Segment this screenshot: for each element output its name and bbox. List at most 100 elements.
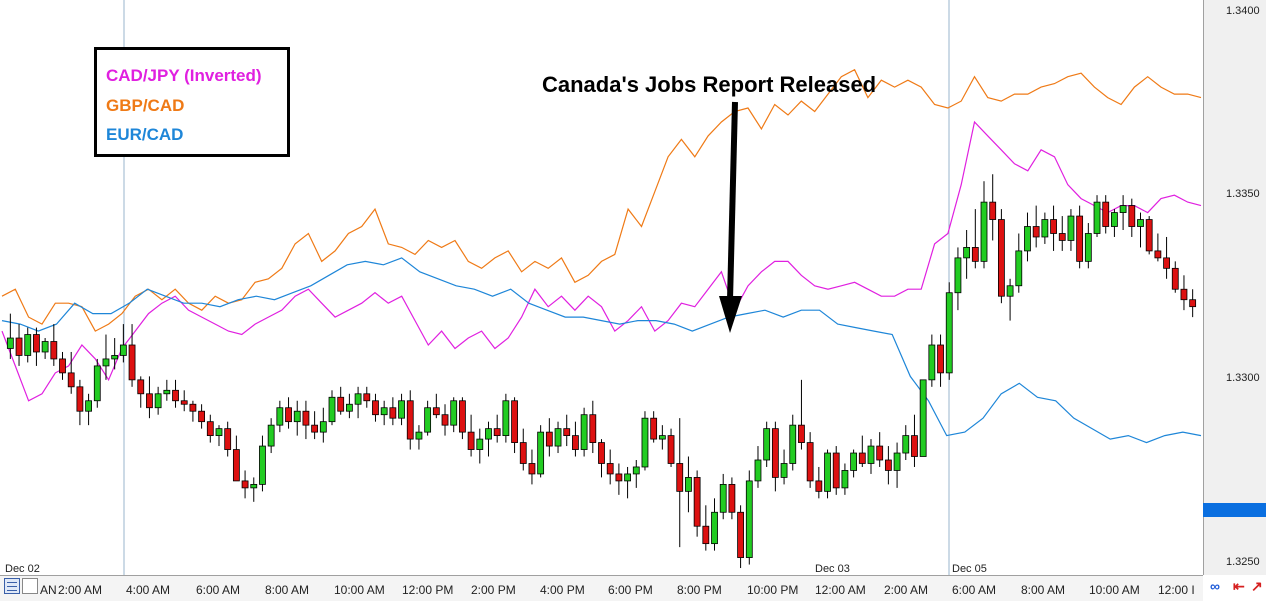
candle	[1163, 236, 1170, 279]
candle	[954, 247, 962, 311]
candle-body	[937, 344, 944, 374]
candle	[685, 456, 692, 513]
candle-body	[232, 449, 240, 482]
series-lines	[1, 68, 1202, 444]
price-axis[interactable]	[1203, 0, 1266, 575]
candle	[259, 435, 266, 492]
candle	[1128, 198, 1136, 237]
candle-body	[1024, 226, 1031, 252]
candle	[902, 425, 910, 460]
candle-body	[667, 435, 675, 464]
x-tick: 2:00 AM	[58, 583, 103, 597]
candle	[798, 379, 805, 450]
legend-gbpcad: GBP/CAD	[106, 96, 185, 115]
candle	[311, 411, 319, 440]
candle-body	[719, 483, 727, 513]
link-icon[interactable]: ∞	[1210, 578, 1220, 594]
x-tick: 6:00 PM	[608, 583, 653, 597]
candle	[641, 411, 649, 471]
candle	[128, 324, 136, 387]
candle	[563, 414, 571, 447]
candle	[606, 449, 614, 485]
page-icon[interactable]	[22, 578, 38, 594]
candle	[1102, 195, 1110, 234]
candle	[180, 390, 188, 412]
candle-body	[763, 428, 771, 461]
candle	[459, 397, 466, 440]
candle	[1180, 275, 1188, 311]
candle	[1111, 209, 1118, 237]
candle	[415, 425, 423, 450]
candle-body	[163, 389, 171, 395]
candle-body	[424, 407, 432, 433]
candle	[33, 327, 40, 366]
candlesticks	[6, 174, 1197, 569]
candle-body	[1119, 205, 1127, 213]
candle	[424, 400, 432, 436]
x-tick: 2:00 AM	[884, 583, 929, 597]
candle	[537, 425, 545, 478]
candle	[876, 432, 884, 467]
candle-body	[215, 428, 223, 437]
candle-body	[963, 247, 971, 259]
back-to-start-icon[interactable]: ⇤	[1233, 578, 1245, 594]
x-tick: 10:00 PM	[747, 583, 799, 597]
candle	[232, 435, 240, 482]
candle	[119, 324, 127, 363]
candle-body	[1180, 288, 1188, 301]
candle	[146, 376, 153, 419]
candle-body	[459, 400, 466, 433]
candle	[102, 334, 110, 380]
candle-body	[180, 400, 188, 405]
y-tick: 1.3300	[1226, 372, 1260, 384]
candle-body	[1163, 257, 1170, 269]
x-tick: 4:00 AM	[126, 583, 171, 597]
candle-body	[832, 452, 840, 489]
time-axis[interactable]	[0, 575, 1203, 601]
candle-body	[450, 400, 458, 426]
candle-body	[389, 407, 397, 419]
candle	[911, 414, 918, 467]
candle-body	[354, 393, 362, 405]
arrow-head	[719, 296, 742, 333]
candle-body	[1032, 226, 1040, 238]
candle-body	[563, 428, 571, 437]
candle	[1041, 212, 1049, 244]
candle-body	[1102, 201, 1110, 227]
candle	[1076, 205, 1084, 269]
candle-body	[432, 407, 440, 416]
candle	[1084, 223, 1092, 269]
candle	[285, 397, 292, 429]
candle-body	[1058, 233, 1066, 241]
candle	[1015, 233, 1023, 293]
y-tick: 1.3400	[1226, 5, 1260, 17]
candle-body	[545, 431, 553, 447]
candle-body	[59, 358, 66, 374]
candle	[589, 400, 597, 454]
scroll-right-icon[interactable]: ↗	[1251, 578, 1263, 594]
candle-body	[1189, 299, 1197, 308]
candle-body	[328, 396, 336, 423]
candle-body	[363, 393, 371, 402]
candle-body	[911, 435, 918, 457]
candle-body	[1128, 205, 1136, 227]
candle	[1024, 212, 1031, 262]
candle-body	[1006, 285, 1014, 297]
candle	[841, 463, 849, 495]
candle-body	[76, 386, 84, 412]
candle	[328, 390, 336, 426]
x-tick: 4:00 PM	[540, 583, 585, 597]
x-tick: 8:00 AM	[1021, 583, 1066, 597]
chart-list-icon[interactable]	[4, 578, 20, 594]
candle	[702, 505, 710, 551]
candle-body	[902, 435, 910, 454]
candle	[15, 324, 23, 366]
candle	[1137, 212, 1144, 248]
candle	[980, 181, 988, 269]
candle	[137, 376, 145, 408]
date-label: Dec 05	[952, 563, 987, 575]
y-tick: 1.3250	[1226, 556, 1260, 568]
legend-eurcad: EUR/CAD	[106, 125, 184, 144]
candle	[372, 393, 379, 422]
candle-body	[146, 393, 153, 409]
